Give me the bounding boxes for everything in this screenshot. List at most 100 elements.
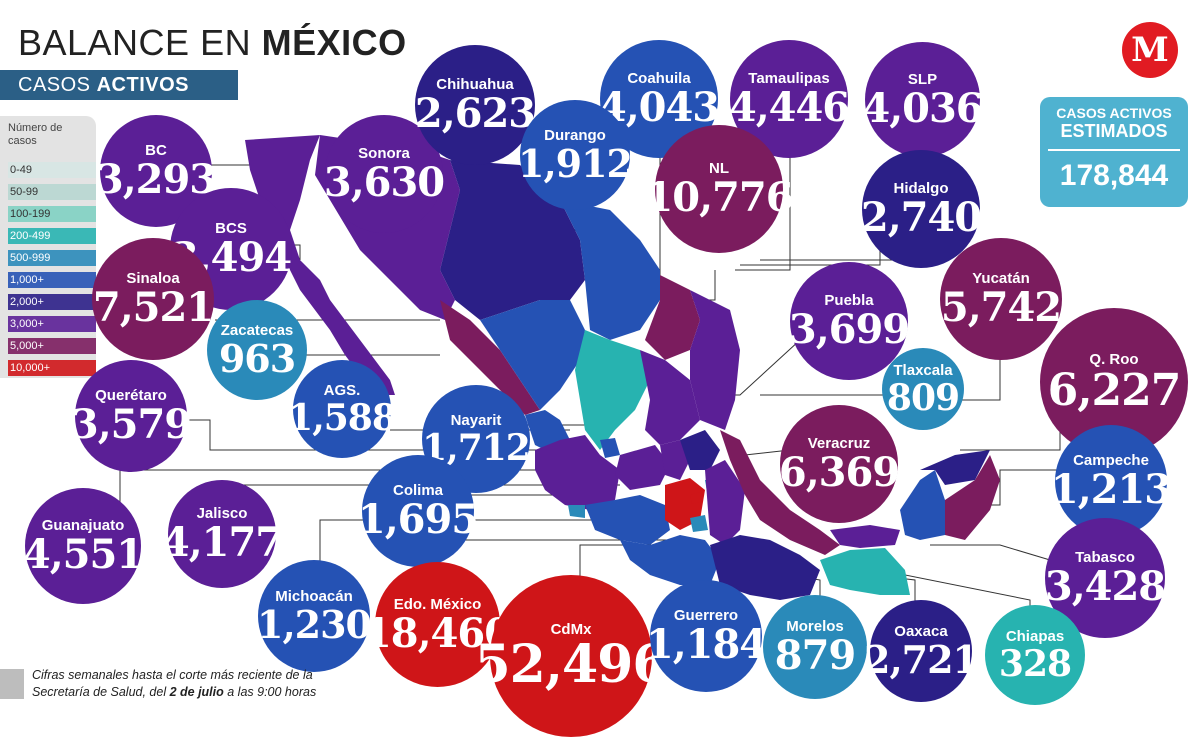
estimate-box: CASOS ACTIVOS ESTIMADOS 178,844 bbox=[1040, 97, 1188, 207]
state-name: Querétaro bbox=[95, 387, 167, 404]
state-bubble: Tlaxcala 809 bbox=[882, 348, 964, 430]
state-bubble: Guanajuato 4,551 bbox=[23, 488, 144, 604]
state-value: 2,623 bbox=[414, 90, 536, 137]
state-name: Guerrero bbox=[673, 607, 739, 624]
legend-label: 50-99 bbox=[10, 186, 39, 198]
state-value: 4,036 bbox=[862, 84, 983, 132]
state-bubble: Campeche 1,213 bbox=[1051, 425, 1172, 537]
estimate-label-1: CASOS ACTIVOS bbox=[1056, 105, 1172, 121]
state-value: 6,369 bbox=[778, 449, 900, 496]
coahuila-shape bbox=[560, 200, 660, 340]
state-name: Tlaxcala bbox=[893, 362, 953, 379]
state-bubble: Oaxaca 2,721 bbox=[864, 600, 979, 702]
guerrero-shape bbox=[620, 535, 720, 585]
subtitle-light: CASOS bbox=[18, 74, 91, 96]
state-value: 1,695 bbox=[357, 496, 479, 543]
state-name: BC bbox=[145, 142, 167, 159]
state-bubble: Hidalgo 2,740 bbox=[860, 150, 982, 268]
state-bubble: SLP 4,036 bbox=[862, 42, 984, 157]
state-value: 1,912 bbox=[518, 141, 633, 186]
state-name: Guanajuato bbox=[41, 517, 125, 534]
state-name: Q. Roo bbox=[1089, 351, 1139, 368]
state-bubble: Michoacán 1,230 bbox=[257, 560, 372, 672]
legend-item: 5,000+ bbox=[8, 336, 96, 356]
state-value: 52,496 bbox=[474, 634, 669, 695]
durango-shape bbox=[480, 300, 585, 410]
state-value: 809 bbox=[886, 377, 960, 419]
legend-label: 100-199 bbox=[10, 208, 51, 220]
ags-shape bbox=[600, 438, 620, 458]
legend-title: Número de casos bbox=[8, 122, 63, 147]
state-bubble: Querétaro 3,579 bbox=[71, 360, 192, 472]
legend-swatch bbox=[8, 184, 96, 200]
legend-swatch bbox=[8, 272, 96, 288]
state-bubble: CdMx 52,496 bbox=[475, 575, 669, 737]
chiapas-shape bbox=[820, 548, 910, 595]
veracruz-shape bbox=[720, 430, 840, 555]
tabasco-shape bbox=[830, 525, 900, 548]
state-name: Morelos bbox=[786, 618, 844, 635]
legend: Número de casos 0-49 50-99 100-199 200-499 5… bbox=[0, 116, 96, 378]
state-value: 2,721 bbox=[864, 637, 979, 682]
legend-label: 200-499 bbox=[10, 230, 51, 242]
state-bubble: Chihuahua 2,623 bbox=[414, 45, 536, 165]
state-name: Oaxaca bbox=[894, 623, 948, 640]
state-value: 4,043 bbox=[598, 84, 720, 131]
queretaro-shape bbox=[660, 440, 690, 480]
state-name: Yucatán bbox=[972, 270, 1030, 287]
state-name: Jalisco bbox=[196, 505, 248, 522]
legend-swatch bbox=[8, 162, 96, 178]
state-name: Coahuila bbox=[627, 70, 691, 87]
legend-swatch bbox=[8, 228, 96, 244]
state-value: 6,227 bbox=[1047, 365, 1182, 416]
title-bold: MÉXICO bbox=[261, 22, 407, 63]
guanajuato-shape bbox=[615, 445, 670, 490]
footer-line-2: Secretaría de Salud, del 2 de julio a la… bbox=[32, 684, 316, 701]
state-value: 2,740 bbox=[860, 194, 982, 241]
state-name: Hidalgo bbox=[893, 180, 949, 197]
state-name: Chihuahua bbox=[436, 76, 514, 93]
state-bubble: AGS. 1,588 bbox=[288, 360, 397, 458]
state-name: Edo. México bbox=[393, 595, 482, 613]
state-name: Nayarit bbox=[450, 412, 502, 429]
state-bubble: Zacatecas 963 bbox=[207, 300, 307, 400]
state-name: Michoacán bbox=[275, 588, 353, 605]
slp-shape bbox=[640, 350, 700, 445]
state-name: Durango bbox=[544, 127, 606, 144]
estimate-label-2: ESTIMADOS bbox=[1060, 121, 1168, 141]
state-value: 1,184 bbox=[645, 621, 767, 668]
state-bubble: Durango 1,912 bbox=[518, 100, 633, 210]
state-name: Veracruz bbox=[807, 435, 871, 452]
state-value: 7,521 bbox=[92, 284, 214, 331]
state-name: Sinaloa bbox=[126, 270, 180, 287]
legend-label: 3,000+ bbox=[10, 318, 44, 330]
state-name: Zacatecas bbox=[220, 322, 294, 339]
legend-label: 10,000+ bbox=[10, 362, 51, 374]
legend-swatch bbox=[8, 316, 96, 332]
legend-item: 1,000+ bbox=[8, 270, 96, 290]
state-value: 10,776 bbox=[645, 174, 793, 221]
zacatecas-shape bbox=[575, 330, 650, 450]
state-value: 963 bbox=[218, 336, 296, 381]
michoacan-shape bbox=[585, 495, 670, 545]
milenio-logo: M bbox=[1122, 22, 1178, 78]
cdmx-shape bbox=[690, 492, 702, 504]
state-name: CdMx bbox=[550, 621, 592, 638]
state-bubble: Puebla 3,699 bbox=[789, 262, 910, 380]
state-bubble: Veracruz 6,369 bbox=[778, 405, 900, 523]
page-title: BALANCE EN MÉXICO bbox=[18, 22, 407, 64]
state-value: 879 bbox=[774, 632, 856, 679]
state-name: AGS. bbox=[323, 382, 361, 399]
baja-california-shape bbox=[245, 135, 395, 395]
state-value: 1,588 bbox=[288, 397, 397, 439]
sinaloa-shape bbox=[440, 300, 540, 415]
nuevo-leon-shape bbox=[645, 275, 700, 360]
subtitle-bar-cap bbox=[218, 70, 238, 100]
footer-line-2-post: a las 9:00 horas bbox=[223, 685, 317, 699]
estimate-value: 178,844 bbox=[1059, 159, 1169, 192]
puebla-shape bbox=[705, 460, 745, 545]
state-value: 3,630 bbox=[323, 159, 445, 206]
legend-swatch bbox=[8, 294, 96, 310]
morelos-shape bbox=[690, 515, 708, 532]
legend-swatch bbox=[8, 250, 96, 266]
